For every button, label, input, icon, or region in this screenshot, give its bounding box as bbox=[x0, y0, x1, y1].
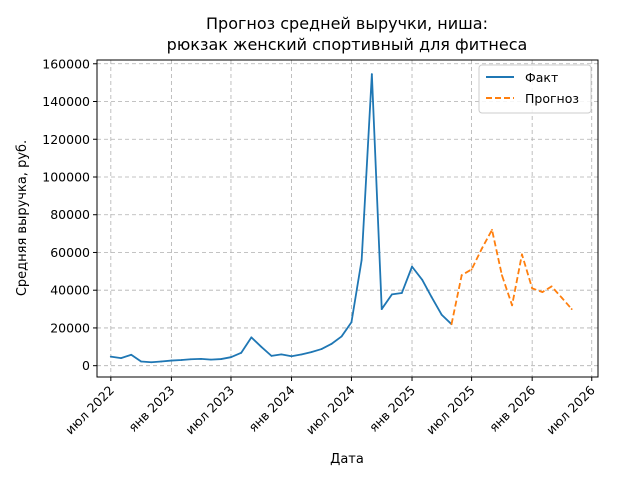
data-point bbox=[391, 293, 393, 296]
data-point bbox=[570, 308, 573, 310]
data-point bbox=[470, 268, 473, 271]
y-tick-label: 60000 bbox=[50, 245, 90, 260]
data-point bbox=[340, 335, 343, 338]
data-point bbox=[320, 348, 323, 350]
legend-label-forecast: Прогноз bbox=[525, 91, 579, 106]
y-tick-label: 140000 bbox=[42, 94, 90, 109]
data-point bbox=[550, 285, 553, 288]
data-point bbox=[411, 265, 413, 268]
data-point bbox=[521, 253, 523, 256]
data-point bbox=[200, 357, 202, 360]
plot-frame bbox=[96, 59, 599, 378]
data-point bbox=[480, 247, 483, 250]
data-point bbox=[440, 313, 443, 316]
data-point bbox=[150, 361, 153, 364]
data-point bbox=[189, 358, 192, 361]
data-point bbox=[430, 295, 433, 298]
data-point bbox=[140, 360, 143, 363]
y-axis-label: Средняя выручка, руб. bbox=[15, 140, 30, 296]
data-point bbox=[400, 292, 403, 294]
data-point bbox=[380, 308, 383, 310]
data-point bbox=[350, 321, 353, 324]
data-point bbox=[170, 359, 173, 362]
data-point bbox=[260, 345, 263, 348]
data-point bbox=[310, 351, 313, 353]
data-point bbox=[120, 357, 122, 360]
y-axis: 0 20000 40000 60000 80000 100000 120000 140000 1… bbox=[42, 56, 97, 373]
legend-label-fact: Факт bbox=[525, 70, 558, 85]
series-group bbox=[109, 73, 573, 364]
data-point bbox=[250, 336, 253, 339]
data-point bbox=[330, 343, 333, 345]
data-point bbox=[360, 259, 363, 261]
data-point bbox=[180, 359, 183, 361]
data-point bbox=[220, 358, 222, 360]
y-tick-label: 160000 bbox=[42, 56, 90, 71]
data-point bbox=[240, 351, 243, 354]
data-point bbox=[300, 353, 303, 356]
data-point bbox=[421, 278, 424, 281]
y-tick-label: 100000 bbox=[42, 169, 90, 184]
legend: Факт Прогноз bbox=[478, 64, 592, 114]
y-tick-label: 20000 bbox=[50, 320, 90, 335]
data-point bbox=[270, 354, 273, 357]
data-point bbox=[160, 360, 163, 363]
data-point bbox=[541, 291, 544, 293]
y-tick-label: 120000 bbox=[42, 132, 90, 147]
chart-title-line-2: рюкзак женский спортивный для фитнеса bbox=[167, 35, 528, 54]
data-point bbox=[209, 358, 212, 361]
data-point bbox=[460, 274, 463, 277]
data-point bbox=[130, 353, 133, 356]
data-point bbox=[280, 353, 283, 356]
data-point bbox=[560, 296, 563, 299]
y-tick-label: 80000 bbox=[50, 207, 90, 222]
y-tick-label: 0 bbox=[82, 358, 90, 373]
data-point bbox=[500, 274, 503, 277]
data-point bbox=[109, 355, 112, 358]
data-point bbox=[531, 287, 534, 290]
y-tick-label: 40000 bbox=[50, 283, 90, 298]
data-point bbox=[230, 356, 232, 359]
x-axis-label: Дата bbox=[330, 452, 364, 467]
data-point bbox=[450, 323, 453, 326]
data-point bbox=[511, 304, 513, 307]
chart-title-line-1: Прогноз средней выручки, ниша: bbox=[206, 14, 488, 33]
data-point bbox=[290, 355, 293, 358]
data-point bbox=[370, 73, 373, 76]
data-point bbox=[491, 228, 493, 231]
